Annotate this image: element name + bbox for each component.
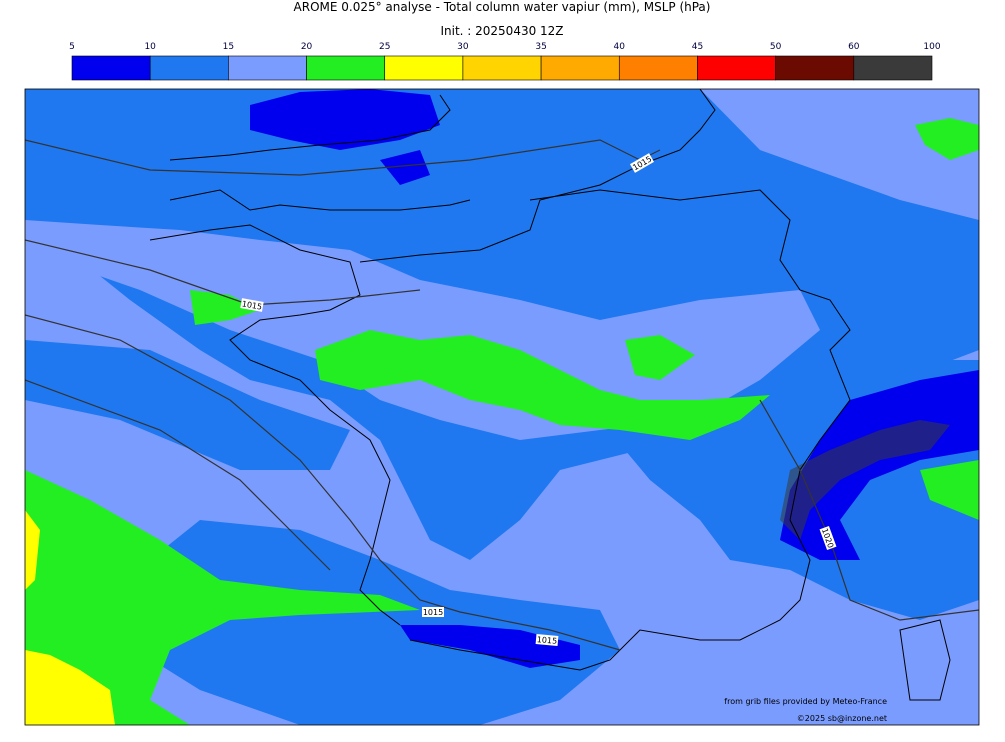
colorbar-segment	[71, 55, 151, 81]
title: AROME 0.025° analyse - Total column wate…	[294, 0, 711, 14]
colorbar-tick-label: 5	[69, 42, 75, 52]
field-area	[380, 150, 430, 185]
colorbar-segment	[853, 55, 933, 81]
isobar-label-box	[629, 153, 655, 173]
colorbar-tick-label: 50	[770, 42, 782, 52]
field-area	[780, 420, 950, 540]
field-area	[100, 520, 620, 725]
colorbar-tick-label: 60	[848, 42, 860, 52]
colorbar-segment	[228, 55, 307, 81]
init-time: Init. : 20250430 12Z	[440, 24, 563, 38]
colorbar-segment	[462, 55, 542, 81]
credit: ©2025 sb@inzone.net	[797, 714, 887, 723]
colorbar-tick-label: 20	[301, 42, 313, 52]
colorbar-segment	[149, 55, 229, 81]
colorbar-tick-label: 45	[692, 42, 703, 52]
field-area	[915, 118, 979, 160]
colorbar-segment	[618, 55, 698, 81]
field-area	[780, 370, 979, 560]
credit: from grib files provided by Meteo-France	[724, 697, 887, 706]
colorbar-tick-label: 100	[923, 42, 940, 52]
isobar-label: 1015	[240, 298, 264, 312]
isobar-label-box	[422, 607, 444, 617]
isobar-label-text: 1015	[536, 635, 557, 646]
isobar-label-text: 1015	[423, 608, 443, 617]
isobar-label: 1015	[422, 607, 444, 617]
field-area	[25, 510, 40, 590]
map	[25, 89, 979, 725]
colorbar-tick-label: 10	[144, 42, 156, 52]
isobar-label-box	[240, 298, 264, 312]
colorbar-tick-label: 25	[379, 42, 390, 52]
isobar-label: 1015	[535, 634, 559, 646]
field-area	[25, 340, 350, 470]
field-area	[920, 460, 979, 520]
colorbar: 5 10 15 20 25 30 35 40 45 50 60 100	[69, 42, 941, 81]
field-area	[315, 330, 770, 440]
field-area	[25, 650, 115, 725]
colorbar-tick-label: 35	[535, 42, 546, 52]
field-area	[25, 470, 420, 725]
field-area	[25, 220, 820, 440]
field-area	[625, 335, 695, 380]
isobar-label-box	[535, 634, 559, 646]
field-area	[190, 290, 260, 325]
colorbar-segment	[540, 55, 620, 81]
colorbar-tick-label: 30	[457, 42, 469, 52]
colorbar-tick-label: 40	[614, 42, 626, 52]
colorbar-segment	[306, 55, 386, 81]
colorbar-segment	[775, 55, 855, 81]
isobar-label-text: 1015	[241, 299, 263, 311]
map-frame	[24, 88, 980, 726]
colorbar-segment	[697, 55, 776, 81]
field-area	[400, 625, 580, 668]
colorbar-segment	[384, 55, 464, 81]
colorbar-tick-label: 15	[223, 42, 234, 52]
field-area	[250, 89, 440, 150]
isobar-label-box	[819, 525, 837, 551]
